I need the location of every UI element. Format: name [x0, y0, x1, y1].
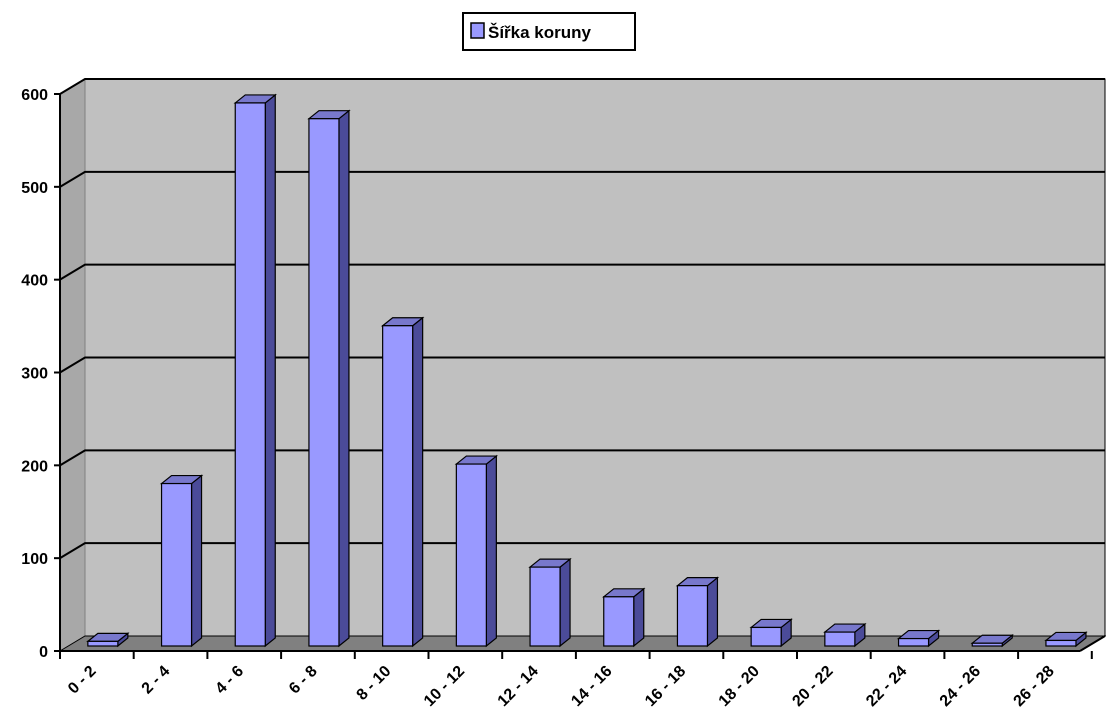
x-tick-label: 16 - 18 — [642, 663, 689, 710]
plot-area-walls — [58, 78, 1106, 652]
bar — [1044, 631, 1088, 648]
bar-front — [971, 642, 1003, 647]
bar — [233, 93, 277, 648]
x-tick-label: 20 - 22 — [789, 663, 836, 710]
x-tick-label: 26 - 28 — [1011, 663, 1058, 710]
x-tick-label: 14 - 16 — [568, 663, 615, 710]
x-tick-label: 4 - 6 — [212, 663, 247, 698]
floor — [58, 635, 1106, 652]
x-axis-depth-edge — [1079, 635, 1106, 652]
bar-front — [308, 118, 340, 647]
bar — [159, 474, 204, 648]
bar-side — [264, 93, 276, 648]
bar-front — [529, 566, 561, 647]
bar-front — [455, 463, 487, 647]
bar-front — [824, 631, 856, 647]
bar-side — [706, 576, 719, 648]
bar — [970, 633, 1014, 648]
gridline — [59, 449, 1105, 467]
bar — [749, 618, 793, 648]
bar-side — [633, 587, 645, 648]
bar — [528, 557, 572, 648]
gridlines — [59, 78, 1105, 560]
gridline — [59, 170, 1105, 188]
legend-box — [462, 12, 636, 51]
bar-side — [412, 316, 424, 648]
gridline — [59, 78, 1105, 95]
bar — [454, 454, 499, 648]
y-axis-tick-labels: 0 100 200 300 400 500 600 — [21, 87, 48, 661]
bar — [896, 629, 941, 648]
x-tick-label: 22 - 24 — [863, 663, 910, 710]
y-tick-label: 500 — [21, 180, 48, 197]
y-tick-label: 200 — [21, 458, 48, 475]
gridline — [59, 542, 1105, 560]
bar-front — [87, 640, 119, 647]
y-tick-label: 300 — [21, 366, 48, 383]
axes — [54, 93, 1106, 659]
x-tick-label: 24 - 26 — [937, 663, 984, 710]
y-tick-label: 400 — [21, 273, 48, 290]
x-tick-label: 10 - 12 — [421, 663, 468, 710]
legend-swatch — [470, 22, 485, 39]
bar — [307, 109, 351, 648]
y-tick-label: 100 — [21, 551, 48, 568]
bar-front — [160, 482, 193, 647]
bar-side — [338, 109, 350, 648]
bar-side — [559, 557, 571, 648]
bar — [675, 576, 720, 648]
bar-side — [485, 454, 497, 648]
x-tick-label: 12 - 14 — [495, 663, 542, 710]
legend-label: Šířka koruny — [488, 23, 592, 42]
bar — [823, 622, 867, 648]
bar-front — [1045, 639, 1077, 647]
bar-front — [676, 585, 709, 647]
bar-front — [234, 102, 266, 647]
bar-front — [603, 596, 635, 647]
bar — [380, 316, 425, 648]
legend: Šířka koruny — [462, 12, 636, 51]
x-tick-label: 6 - 8 — [286, 663, 321, 698]
bar-front — [750, 626, 782, 647]
bar — [86, 632, 130, 648]
x-tick-label: 0 - 2 — [65, 663, 100, 698]
bar — [602, 587, 646, 648]
bar-side — [190, 474, 203, 648]
x-tick-label: 2 - 4 — [139, 663, 174, 698]
gridline — [59, 356, 1105, 374]
x-tick-label: 8 - 10 — [354, 663, 395, 704]
y-tick-label: 0 — [39, 644, 48, 661]
x-axis-tick-labels: 0 - 2 2 - 4 4 - 6 6 - 8 8 - 10 10 - 12 12 - 14… — [65, 663, 1058, 710]
x-tick-label: 18 - 20 — [716, 663, 763, 710]
bars — [86, 93, 1088, 648]
y-tick-label: 600 — [21, 87, 48, 104]
gridline — [59, 263, 1105, 281]
bar-front — [382, 325, 414, 647]
bar-front — [897, 637, 930, 647]
